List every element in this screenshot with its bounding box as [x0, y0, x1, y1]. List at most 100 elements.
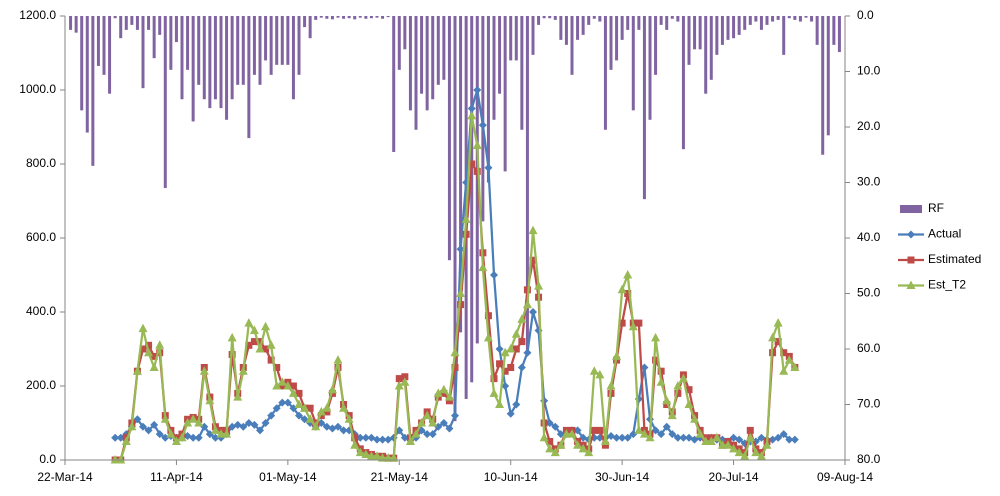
marker — [618, 433, 627, 442]
marker — [657, 367, 665, 375]
bar — [837, 16, 841, 53]
marker — [183, 418, 193, 427]
marker — [478, 121, 487, 130]
marker — [545, 419, 554, 427]
marker — [255, 344, 265, 353]
marker — [273, 364, 281, 371]
bar — [771, 16, 775, 22]
marker — [734, 447, 744, 457]
marker — [116, 433, 125, 442]
marker — [785, 435, 794, 444]
marker — [507, 364, 515, 371]
bar — [403, 16, 407, 50]
y-tick-label: 200.0 — [26, 378, 56, 392]
legend-label: Estimated — [928, 252, 981, 266]
marker — [528, 225, 538, 235]
legend-label: Est_T2 — [928, 278, 966, 292]
marker — [545, 443, 555, 453]
bar — [319, 16, 323, 18]
bar — [826, 16, 830, 136]
marker — [445, 397, 453, 405]
marker — [233, 392, 243, 401]
y2-tick-label: 10.0 — [857, 64, 881, 78]
marker — [300, 403, 310, 412]
marker — [261, 419, 270, 427]
bar — [358, 16, 362, 18]
marker — [133, 415, 142, 424]
marker — [467, 104, 476, 113]
marker — [139, 345, 147, 353]
bar — [748, 16, 752, 25]
bar — [69, 16, 73, 30]
bar — [330, 16, 334, 20]
marker — [417, 418, 427, 427]
marker — [723, 440, 733, 449]
marker — [456, 245, 465, 254]
x-tick-label: 21-May-14 — [371, 470, 429, 484]
marker — [378, 435, 387, 444]
marker — [556, 440, 566, 449]
y2-tick-label: 60.0 — [857, 341, 881, 355]
marker — [111, 433, 120, 442]
marker — [150, 352, 158, 360]
bar — [280, 16, 284, 65]
marker — [277, 377, 287, 386]
marker — [422, 410, 432, 420]
marker — [473, 86, 482, 94]
marker — [751, 447, 761, 457]
bar — [202, 16, 206, 100]
legend-swatch — [900, 205, 922, 213]
marker — [612, 433, 621, 442]
marker — [289, 382, 297, 390]
bar — [509, 16, 513, 61]
bar — [213, 16, 217, 100]
marker — [784, 355, 794, 364]
marker — [790, 435, 799, 444]
marker — [517, 314, 527, 323]
marker — [439, 419, 448, 427]
marker — [779, 430, 788, 439]
bar — [732, 16, 736, 39]
marker — [351, 434, 359, 442]
bar — [91, 16, 95, 166]
marker — [372, 451, 382, 460]
bar — [364, 16, 368, 19]
marker — [567, 429, 577, 438]
bar — [152, 16, 156, 59]
bar — [676, 16, 680, 22]
y-tick-label: 600.0 — [26, 230, 56, 244]
bar — [782, 16, 786, 55]
bar — [542, 16, 546, 19]
bar — [236, 16, 240, 85]
y-tick-label: 400.0 — [26, 304, 56, 318]
bar — [141, 16, 145, 89]
y2-tick-label: 40.0 — [857, 230, 881, 244]
marker — [468, 160, 476, 168]
marker — [394, 381, 404, 390]
bar — [759, 16, 763, 30]
x-tick-label: 20-Jul-14 — [709, 470, 759, 484]
marker — [573, 426, 582, 435]
bar — [459, 16, 463, 333]
bar — [603, 16, 607, 130]
bar — [470, 16, 474, 383]
bar — [737, 16, 741, 35]
bar — [693, 16, 697, 50]
marker — [518, 338, 526, 346]
marker — [350, 440, 360, 449]
bar — [408, 16, 412, 111]
bar — [798, 16, 802, 22]
marker — [222, 429, 232, 438]
marker — [205, 430, 214, 439]
bar — [531, 16, 535, 55]
marker — [256, 338, 264, 346]
marker — [194, 418, 204, 427]
marker — [746, 426, 754, 434]
marker — [729, 443, 739, 453]
marker — [272, 404, 281, 413]
marker — [451, 364, 459, 371]
marker — [539, 432, 549, 442]
bar — [698, 16, 702, 50]
bar — [525, 16, 529, 355]
x-tick-label: 11-Apr-14 — [150, 470, 203, 484]
